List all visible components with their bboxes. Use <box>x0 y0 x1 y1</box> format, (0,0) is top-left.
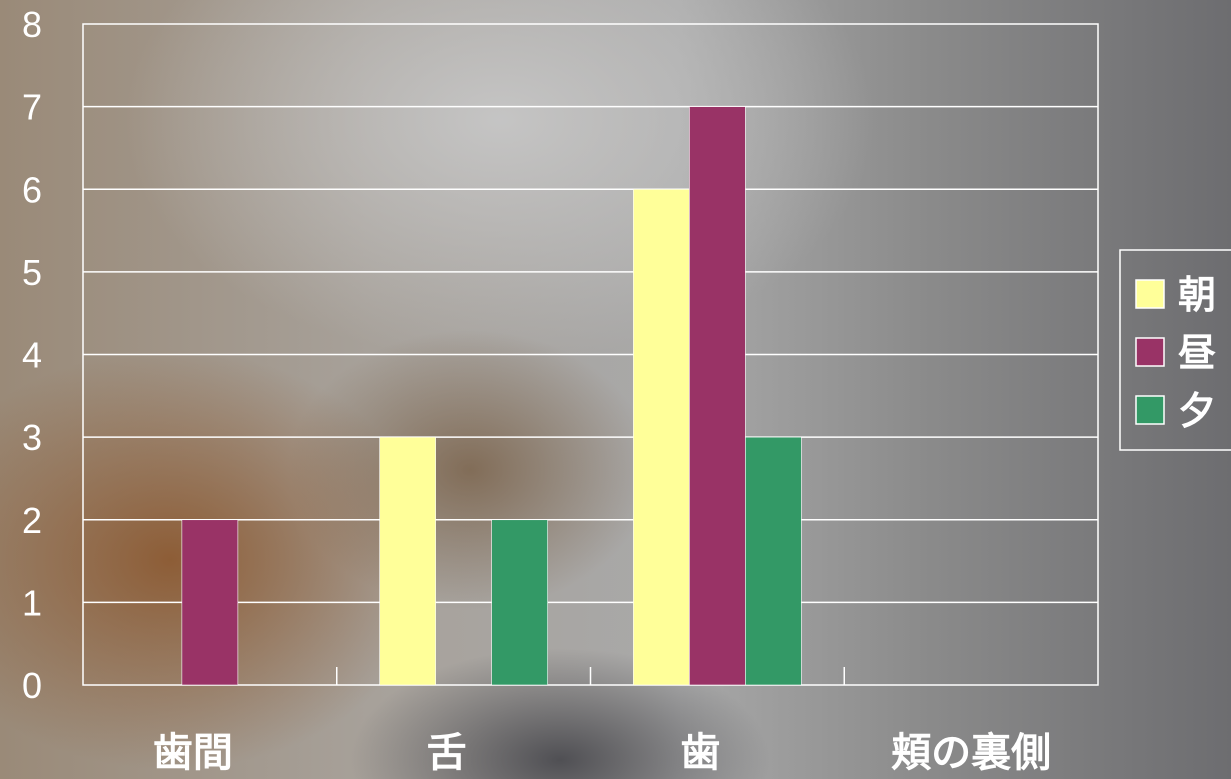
bar-1 <box>633 188 690 686</box>
x-tick-label: 歯間 <box>153 730 233 776</box>
bar-1 <box>379 436 436 686</box>
legend-label: 夕 <box>1178 389 1216 433</box>
legend-box <box>1119 249 1231 451</box>
y-tick-label: 6 <box>22 169 42 210</box>
y-tick-label: 5 <box>22 252 42 293</box>
x-tick-label: 舌 <box>427 730 467 776</box>
y-tick-label: 4 <box>22 335 42 376</box>
legend-swatch <box>1135 279 1165 309</box>
y-tick-label: 1 <box>22 582 42 623</box>
legend-label: 昼 <box>1178 331 1216 375</box>
bar-3 <box>491 519 548 686</box>
y-tick-label: 8 <box>22 4 42 45</box>
y-tick-label: 3 <box>22 417 42 458</box>
y-tick-label: 0 <box>22 665 42 706</box>
plot-area: 0 1 2 3 4 5 6 7 8 歯間 舌 歯 頬の裏側 <box>22 4 1099 776</box>
bar-3 <box>745 436 802 686</box>
x-tick-label: 頬の裏側 <box>891 730 1051 776</box>
bar-2 <box>689 106 746 686</box>
legend-swatch <box>1135 337 1165 367</box>
legend: 朝昼夕 <box>1119 249 1231 451</box>
legend-swatch <box>1135 395 1165 425</box>
y-tick-label: 7 <box>22 87 42 128</box>
x-tick-label: 歯 <box>680 730 720 776</box>
legend-label: 朝 <box>1178 273 1216 317</box>
y-tick-label: 2 <box>22 500 42 541</box>
bar-2 <box>181 519 239 686</box>
